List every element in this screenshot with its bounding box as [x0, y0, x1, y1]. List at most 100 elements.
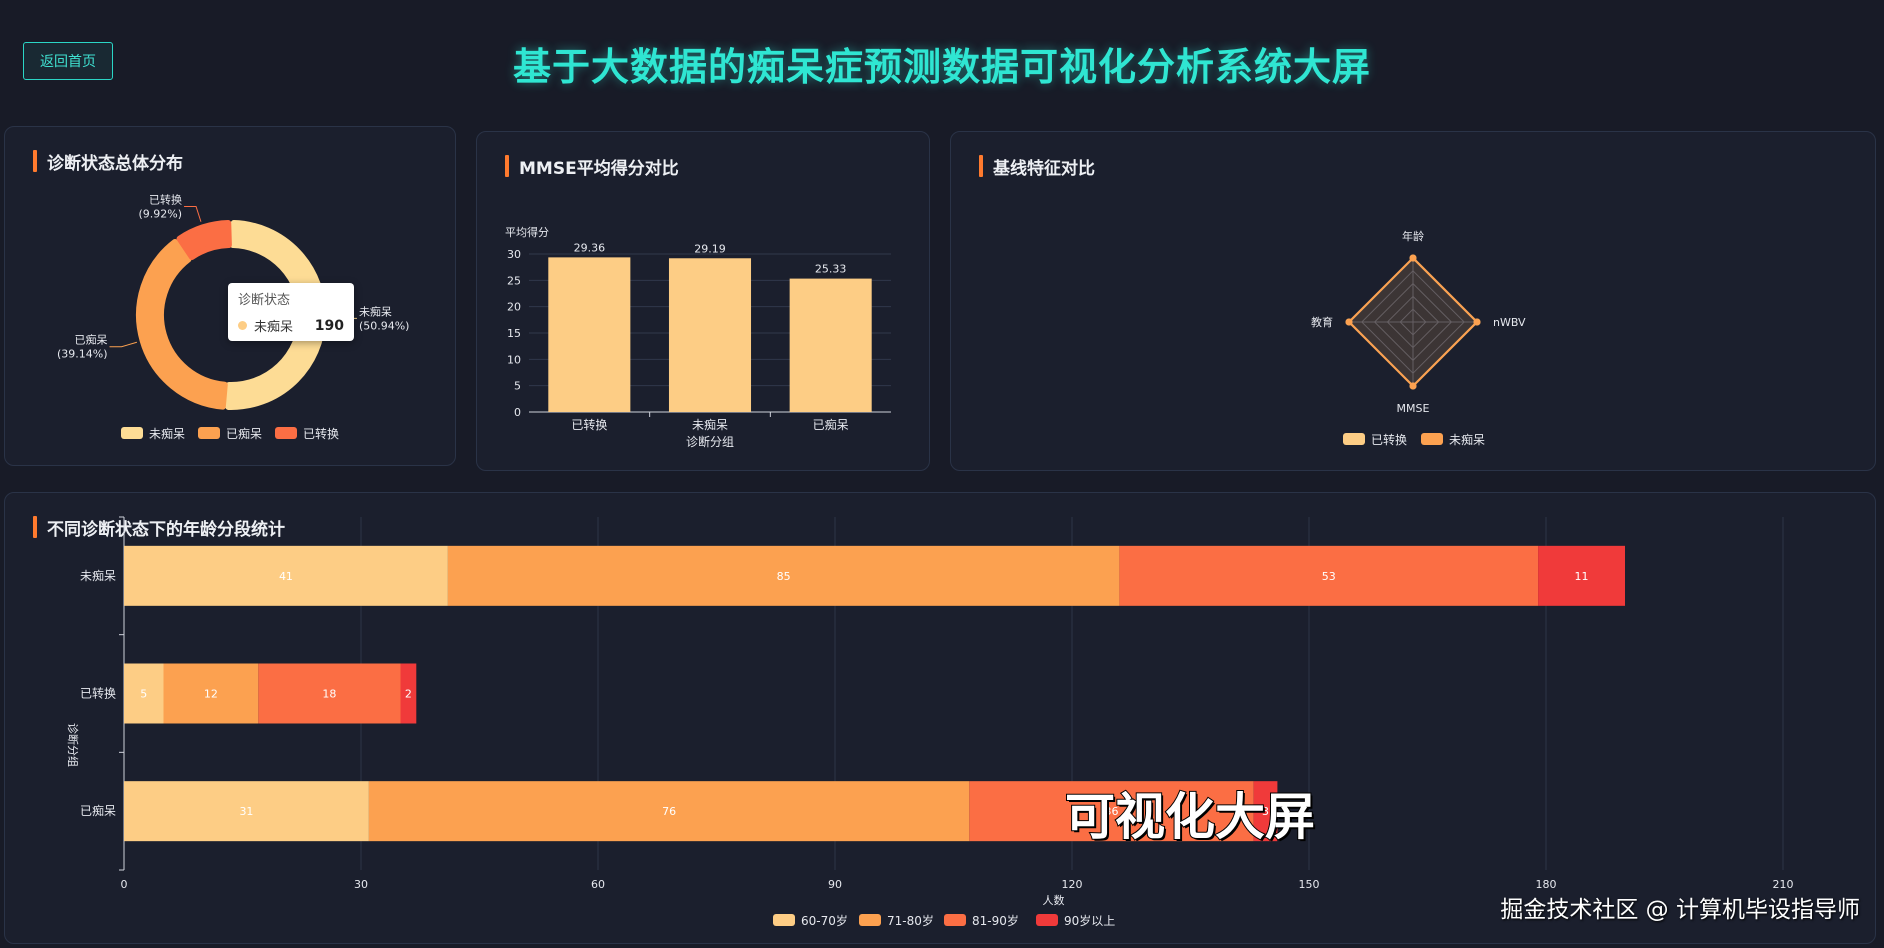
radar-legend-swatch [1421, 433, 1443, 445]
bar-y-tick-label: 15 [507, 327, 521, 340]
stack-bar-segment [124, 545, 448, 606]
stack-bar-segment [163, 663, 259, 724]
stack-segment-label: 2 [405, 688, 412, 701]
radar-legend-label: 未痴呆 [1449, 432, 1485, 447]
stack-x-tick-label: 30 [354, 878, 368, 891]
stack-legend-swatch [1036, 914, 1058, 926]
bar-y-tick-label: 10 [507, 353, 521, 366]
bar-x-axis-label: 诊断分组 [686, 434, 734, 449]
radar-indicator-label: MMSE [1397, 402, 1430, 415]
bar-mark [668, 258, 752, 412]
tooltip-title: 诊断状态 [238, 293, 291, 308]
bar-y-tick-label: 30 [507, 248, 521, 261]
stack-x-tick-label: 210 [1773, 878, 1794, 891]
bar-value-label: 29.19 [694, 242, 726, 255]
radar-panel-title: 基线特征对比 [979, 154, 1095, 179]
stack-segment-label: 5 [140, 688, 147, 701]
donut-slice-percent: (9.92%) [139, 207, 183, 220]
donut-slice-percent: (50.94%) [359, 319, 410, 332]
bar-y-tick-label: 5 [514, 380, 521, 393]
stack-bar-segment [1538, 545, 1625, 606]
radar-point [1345, 318, 1353, 326]
stack-y-tick-label: 已痴呆 [80, 803, 116, 818]
stack-segment-label: 31 [239, 805, 253, 818]
stack-legend-swatch [944, 914, 966, 926]
header: 返回首页 基于大数据的痴呆症预测数据可视化分析系统大屏 [0, 0, 1884, 122]
donut-legend-swatch [198, 427, 220, 439]
donut-label-line [184, 205, 202, 222]
stack-x-tick-label: 120 [1062, 878, 1083, 891]
stack-segment-label: 85 [777, 570, 791, 583]
bar-y-axis-label: 平均得分 [505, 226, 549, 239]
stack-x-tick-label: 150 [1299, 878, 1320, 891]
stack-y-tick-label: 未痴呆 [80, 568, 116, 583]
page-title: 基于大数据的痴呆症预测数据可视化分析系统大屏 [512, 45, 1371, 89]
donut-slice-label: 未痴呆 [359, 304, 392, 318]
stack-segment-label: 18 [322, 688, 336, 701]
stack-y-tick-label: 已转换 [80, 686, 116, 701]
mmse-bar-chart: 0 5 10 15 20 25 30 平均得分 29.36 已转换 29.19 未痴呆 25.33 已痴呆… [505, 226, 891, 449]
stack-legend-swatch [773, 914, 795, 926]
radar-indicator-label: nWBV [1493, 316, 1526, 329]
stack-legend-label: 81-90岁 [972, 913, 1019, 928]
credit-text: 掘金技术社区 @ 计算机毕设指导师 [1500, 897, 1860, 923]
stack-y-axis-label: 诊断分组 [66, 723, 80, 767]
stack-bar-segment [1253, 781, 1278, 842]
donut-slice [176, 220, 232, 260]
donut-chart: 未痴呆(50.94%)已痴呆(39.14%)已转换(9.92%)未痴呆 已痴呆 已转… [57, 192, 410, 441]
stack-segment-label: 12 [204, 688, 218, 701]
radar-panel: 基线特征对比 年龄 nWBV MMSE 教育 已转换 未痴呆 [950, 131, 1876, 471]
stack-legend-label: 60-70岁 [801, 913, 848, 928]
stack-x-tick-label: 180 [1536, 878, 1557, 891]
donut-slice-percent: (39.14%) [57, 348, 108, 361]
mmse-panel-title: MMSE平均得分对比 [505, 154, 679, 179]
bar-y-tick-label: 0 [514, 406, 521, 419]
stack-segment-label: 11 [1575, 570, 1589, 583]
stack-bar-segment [258, 663, 401, 724]
radar-legend-label: 已转换 [1371, 432, 1407, 447]
tooltip-dot [238, 321, 247, 330]
back-home-button[interactable]: 返回首页 [23, 42, 113, 80]
stack-legend-swatch [859, 914, 881, 926]
stack-x-tick-label: 90 [828, 878, 842, 891]
stack-legend-label: 90岁以上 [1064, 913, 1115, 928]
tooltip-value: 190 [314, 317, 344, 334]
stack-segment-label: 76 [662, 805, 676, 818]
stack-bar-segment [447, 545, 1120, 606]
stack-segment-label: 3 [1262, 805, 1269, 818]
stack-bar-segment [1119, 545, 1539, 606]
donut-legend-swatch [121, 427, 143, 439]
radar-series-area [1347, 256, 1479, 388]
donut-legend-label: 已痴呆 [226, 426, 262, 441]
stack-segment-label: 36 [1105, 805, 1119, 818]
stack-legend-label: 71-80岁 [887, 913, 934, 928]
bar-y-tick-label: 25 [507, 274, 521, 287]
donut-legend-swatch [275, 427, 297, 439]
radar-point [1409, 382, 1417, 390]
radar-indicator-label: 教育 [1311, 315, 1333, 329]
bar-value-label: 25.33 [815, 263, 847, 276]
bar-x-tick-label: 未痴呆 [692, 417, 728, 432]
stack-bar-segment [124, 781, 369, 842]
age-stack-panel: 不同诊断状态下的年龄分段统计 0 30 60 90 120 150 180 210 人数 诊断分组… [4, 492, 1876, 944]
stack-x-tick-label: 0 [121, 878, 128, 891]
bar-y-tick-label: 20 [507, 301, 521, 314]
caption-overlay: 可视化大屏 [1064, 787, 1316, 847]
stack-bar-segment [368, 781, 970, 842]
bar-mark [789, 278, 872, 412]
donut-legend-label: 未痴呆 [149, 426, 185, 441]
mmse-panel: MMSE平均得分对比 0 5 10 15 20 25 30 平均得分 29.36 已转换 29.19… [476, 131, 930, 471]
stack-bar-segment [124, 663, 164, 724]
stack-bar-segment [400, 663, 417, 724]
bar-x-tick-label: 已转换 [571, 417, 607, 432]
bar-x-tick-label: 已痴呆 [813, 417, 849, 432]
bar-value-label: 29.36 [574, 241, 606, 254]
donut-slice-label: 已痴呆 [75, 333, 108, 347]
donut-slice [136, 238, 228, 410]
radar-legend-swatch [1343, 433, 1365, 445]
donut-slice [225, 220, 326, 410]
stack-x-tick-label: 60 [591, 878, 605, 891]
stack-segment-label: 53 [1322, 570, 1336, 583]
